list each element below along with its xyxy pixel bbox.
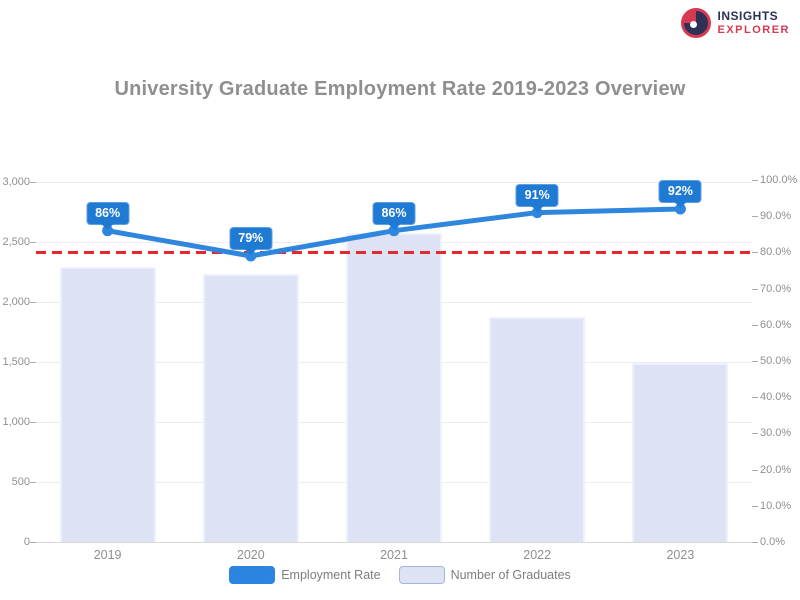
right-axis-label: 100.0% xyxy=(760,174,798,186)
right-axis-tick xyxy=(752,288,758,290)
right-axis-tick xyxy=(752,180,758,181)
right-axis-label: 0.0% xyxy=(760,536,786,548)
right-axis-label: 60.0% xyxy=(760,318,792,331)
left-axis-label: 1,000 xyxy=(2,416,30,428)
point-label-2019: 86% xyxy=(86,201,130,225)
left-axis-label: 1,500 xyxy=(2,356,30,368)
right-axis-tick xyxy=(752,216,758,218)
bar-2019 xyxy=(59,267,156,542)
point-label-2022: 91% xyxy=(515,183,559,207)
chart-title: University Graduate Employment Rate 2019… xyxy=(114,78,686,100)
x-axis-label-2023: 2023 xyxy=(666,548,695,562)
right-axis-tick xyxy=(752,252,758,254)
left-axis-tick xyxy=(30,182,36,183)
left-axis-tick xyxy=(30,362,36,363)
legend-item-employment-rate[interactable]: Employment Rate xyxy=(229,566,381,584)
left-axis-label: 500 xyxy=(11,476,30,488)
right-axis-tick xyxy=(752,433,758,435)
right-axis-label: 80.0% xyxy=(760,246,792,259)
left-axis-label: 0 xyxy=(23,536,30,548)
bar-2023 xyxy=(632,363,729,542)
left-axis-tick xyxy=(30,422,36,423)
left-axis-tick xyxy=(30,542,36,543)
right-axis-tick xyxy=(752,324,758,326)
point-label-2020: 79% xyxy=(229,227,273,251)
legend-label: Number of Graduates xyxy=(450,568,571,582)
x-axis-label-2020: 2020 xyxy=(236,548,265,562)
x-axis-line xyxy=(36,542,752,543)
right-axis-label: 10.0% xyxy=(760,499,792,512)
point-label-2023: 92% xyxy=(658,179,702,203)
x-axis-label-2021: 2021 xyxy=(380,548,408,562)
right-axis-tick xyxy=(752,361,758,362)
left-axis-label: 3,000 xyxy=(2,176,30,188)
logo-line2: EXPLORER xyxy=(717,23,790,36)
logo-line1: INSIGHTS xyxy=(717,8,779,23)
legend-label: Employment Rate xyxy=(281,568,381,582)
left-axis-tick xyxy=(30,242,36,243)
right-axis-label: 20.0% xyxy=(760,463,792,476)
threshold-dashed-line xyxy=(36,251,752,255)
logo-icon xyxy=(681,8,712,38)
gridline xyxy=(36,182,752,183)
legend-swatch xyxy=(229,566,276,584)
right-axis-label: 30.0% xyxy=(760,427,792,440)
left-axis-tick xyxy=(30,302,36,303)
legend-swatch xyxy=(398,566,445,584)
right-axis-tick xyxy=(752,397,758,399)
left-axis-tick xyxy=(30,482,36,483)
left-axis-label: 2,500 xyxy=(2,236,30,248)
right-axis-label: 70.0% xyxy=(760,282,792,295)
right-axis-label: 40.0% xyxy=(760,391,792,404)
left-axis-label: 2,000 xyxy=(2,296,30,308)
right-axis-tick xyxy=(752,505,758,507)
legend-item-graduates[interactable]: Number of Graduates xyxy=(398,566,571,584)
bar-2020 xyxy=(202,274,299,542)
logo: INSIGHTS EXPLORER xyxy=(681,8,790,38)
logo-text: INSIGHTS EXPLORER xyxy=(717,8,790,36)
legend: Employment Rate Number of Graduates xyxy=(0,566,800,584)
point-label-2021: 86% xyxy=(372,201,416,225)
right-axis-label: 90.0% xyxy=(760,210,792,223)
bar-2021 xyxy=(346,233,442,542)
bar-2022 xyxy=(489,317,586,542)
right-axis-tick xyxy=(752,542,758,543)
right-axis-label: 50.0% xyxy=(760,355,792,367)
right-axis-tick xyxy=(752,469,758,471)
x-axis-label-2019: 2019 xyxy=(93,548,122,562)
x-axis-label-2022: 2022 xyxy=(523,548,552,562)
